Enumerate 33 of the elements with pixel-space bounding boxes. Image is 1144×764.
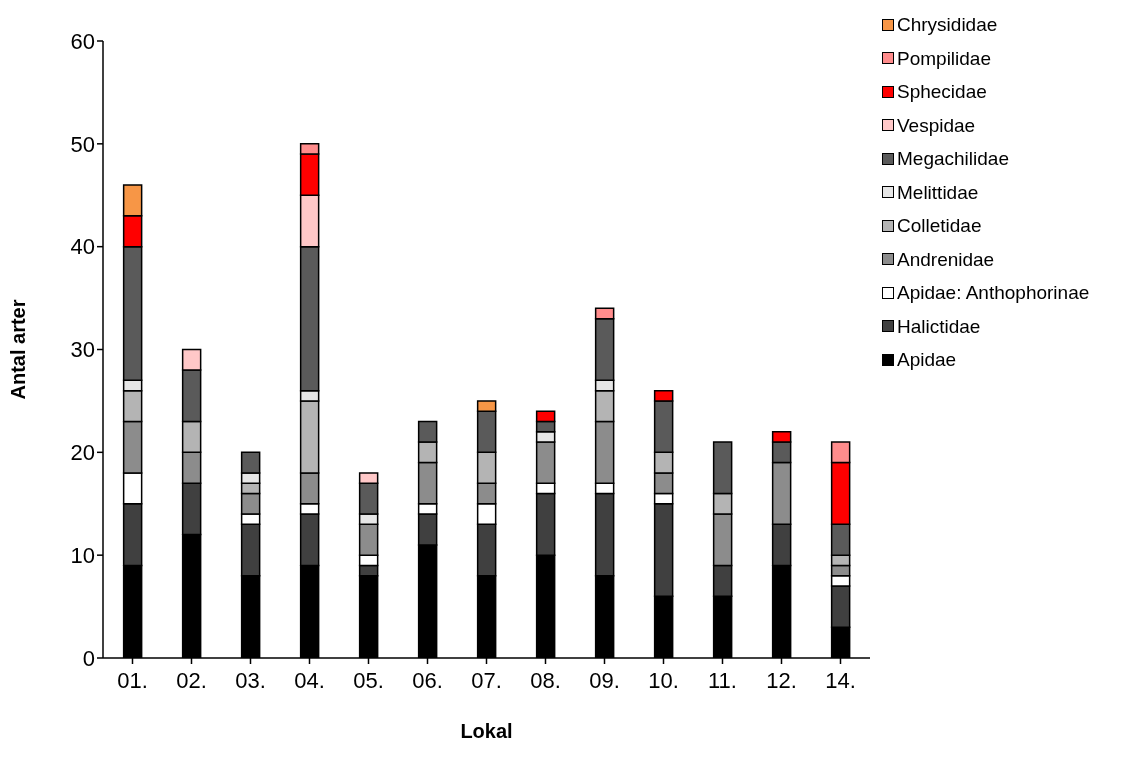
y-tick-label: 10 — [70, 542, 95, 568]
legend-label: Megachilidae — [897, 147, 1009, 171]
y-tick-label: 60 — [70, 28, 95, 54]
y-tick-label: 20 — [70, 440, 95, 466]
legend-label: Colletidae — [897, 214, 982, 238]
x-tick-label: 12. — [766, 667, 797, 693]
legend-label: Vespidae — [897, 113, 976, 138]
legend-label: Pompilidae — [897, 46, 991, 71]
x-tick-label: 14. — [825, 667, 856, 693]
legend-label: Apidae: Anthophorinae — [897, 281, 1090, 305]
x-tick-label: 01. — [117, 667, 148, 693]
x-tick-label: 04. — [294, 667, 325, 693]
x-tick-label: 06. — [412, 667, 443, 693]
y-axis-title: Antal arter — [7, 299, 30, 400]
x-tick-label: 09. — [589, 667, 620, 693]
legend-label: Chrysididae — [897, 13, 998, 37]
legend-label: Sphecidae — [897, 80, 987, 104]
legend-label: Melittidae — [897, 180, 979, 205]
x-tick-label: 02. — [176, 667, 207, 693]
legend-label: Halictidae — [897, 314, 981, 339]
x-axis-title: Lokal — [460, 720, 513, 742]
y-tick-label: 50 — [70, 131, 95, 157]
legend-label: Andrenidae — [897, 247, 995, 272]
x-tick-label: 07. — [471, 667, 502, 693]
legend-label: Apidae — [897, 348, 957, 372]
x-tick-label: 03. — [235, 667, 266, 693]
y-tick-label: 40 — [70, 234, 95, 260]
x-tick-label: 10. — [648, 667, 679, 693]
x-tick-label: 05. — [353, 667, 384, 693]
x-tick-label: 11. — [708, 667, 737, 693]
y-tick-label: 30 — [70, 337, 95, 363]
y-tick-label: 0 — [82, 645, 95, 671]
x-tick-label: 08. — [530, 667, 561, 693]
